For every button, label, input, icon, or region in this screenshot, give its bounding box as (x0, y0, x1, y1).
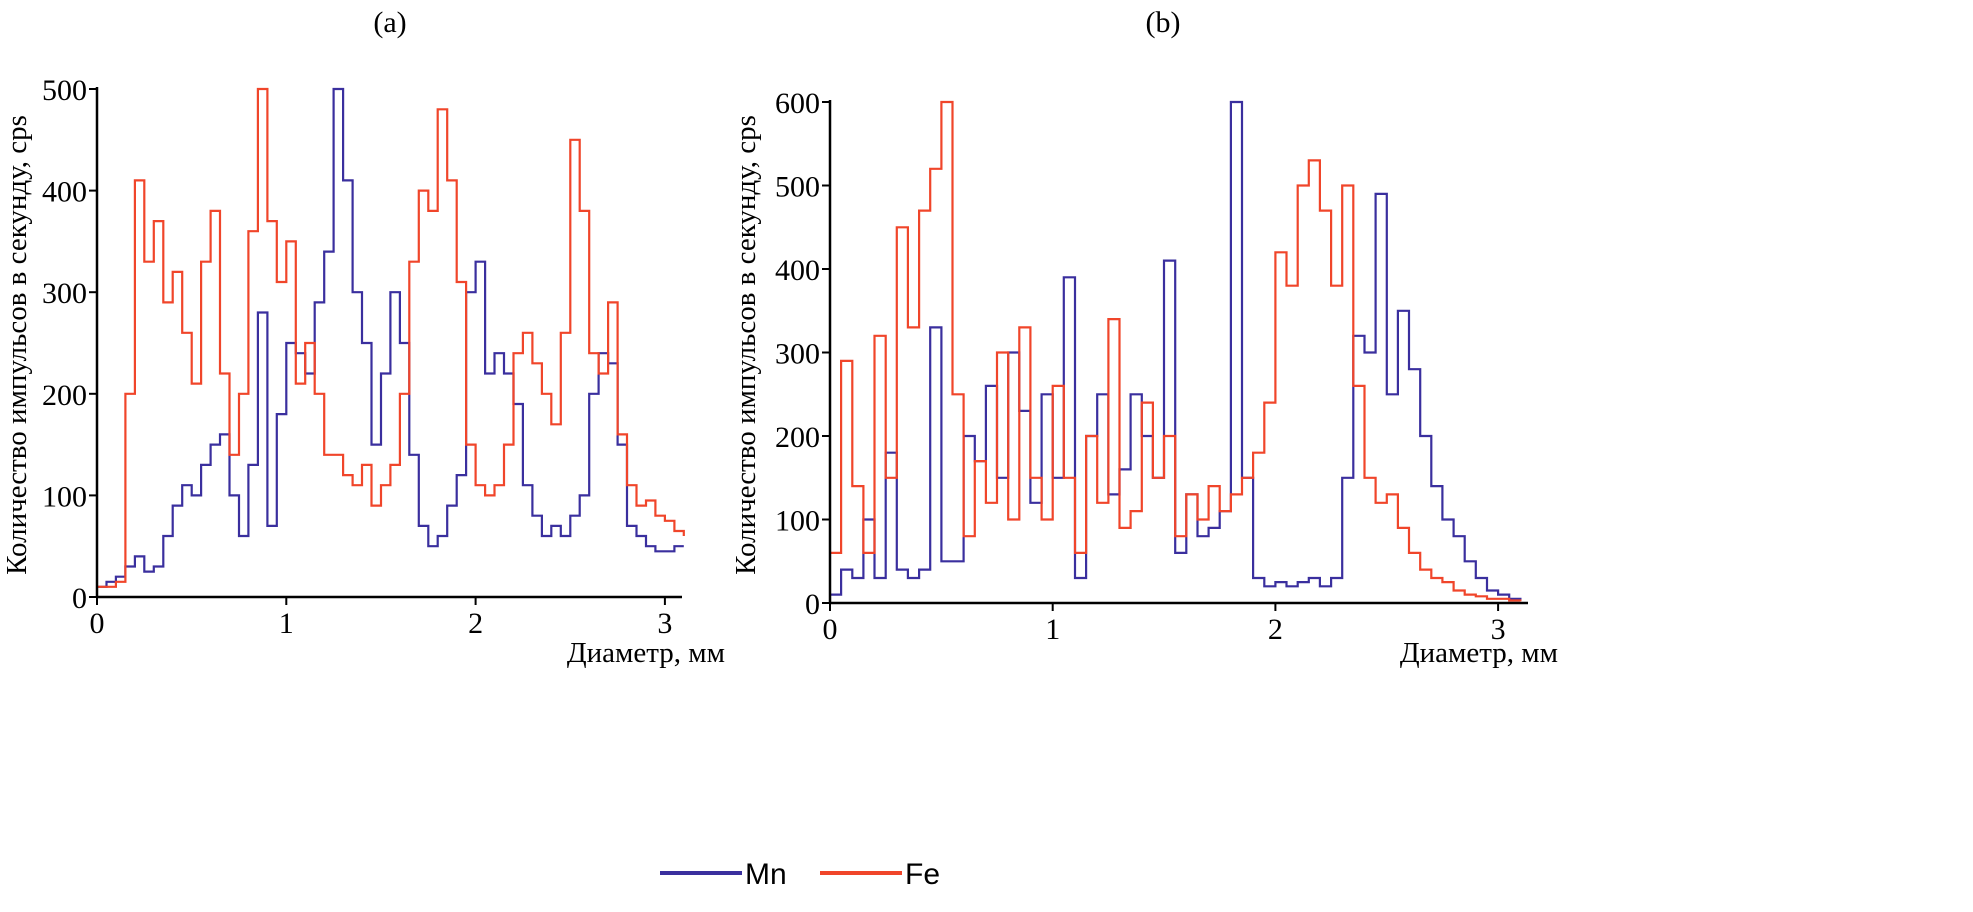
y-tick-label: 200 (775, 421, 820, 454)
y-tick-label: 300 (775, 338, 820, 371)
series-mn-line (830, 100, 1522, 601)
series-fe-line (830, 100, 1522, 602)
chart-title: (a) (373, 6, 406, 39)
legend: Mn Fe (660, 858, 940, 891)
x-axis-label: Диаметр, мм (567, 637, 725, 669)
series-mn-line (97, 87, 684, 588)
legend-label-fe: Fe (905, 858, 940, 891)
y-tick-label: 500 (42, 74, 87, 107)
legend-label-mn: Mn (745, 858, 787, 891)
x-tick-label: 3 (1491, 613, 1506, 646)
y-axis-label: Количество импульсов в секунду, cps (1, 115, 33, 575)
y-tick-label: 100 (775, 505, 820, 538)
chart-title: (b) (1146, 6, 1181, 39)
y-tick-label: 0 (805, 588, 820, 621)
y-tick-label: 100 (42, 480, 87, 513)
x-tick-label: 1 (1045, 613, 1060, 646)
y-tick-label: 500 (775, 171, 820, 204)
y-tick-label: 0 (72, 582, 87, 615)
x-tick-label: 2 (468, 607, 483, 640)
series-fe-line (97, 87, 685, 588)
x-tick-label: 0 (823, 613, 838, 646)
y-tick-label: 300 (42, 277, 87, 310)
x-tick-label: 2 (1268, 613, 1283, 646)
y-tick-label: 200 (42, 379, 87, 412)
y-tick-label: 400 (775, 254, 820, 287)
x-tick-label: 0 (90, 607, 105, 640)
chart-a: (a) Количество импульсов в секунду, cps … (1, 6, 725, 669)
y-tick-label: 600 (775, 87, 820, 120)
x-axis-label: Диаметр, мм (1400, 637, 1558, 669)
x-tick-label: 3 (657, 607, 672, 640)
chart-b: (b) Количество импульсов в секунду, cps … (730, 6, 1558, 669)
y-tick-label: 400 (42, 176, 87, 209)
y-axis-label: Количество импульсов в секунду, cps (730, 115, 762, 575)
x-tick-label: 1 (279, 607, 294, 640)
